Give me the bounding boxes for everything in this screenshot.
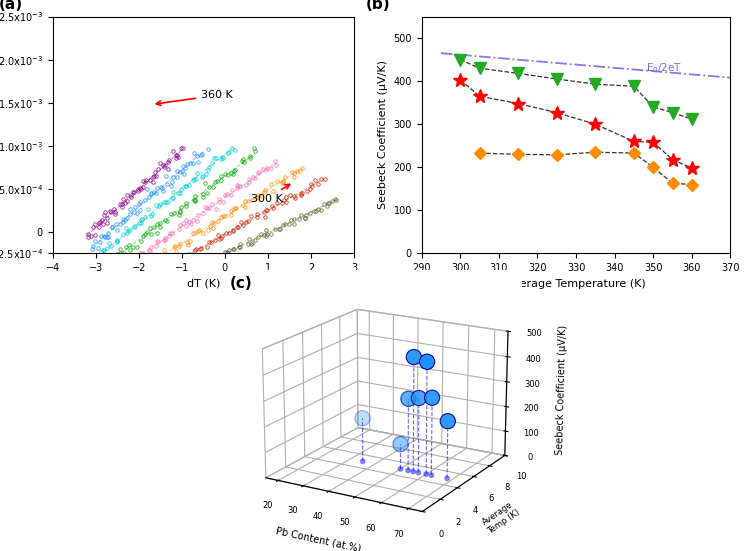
Text: (b): (b) — [366, 0, 391, 12]
Text: (a): (a) — [0, 0, 23, 12]
Text: E$_0$/2eT: E$_0$/2eT — [645, 62, 681, 75]
Text: 360 K: 360 K — [157, 90, 233, 105]
X-axis label: Average Temperature (K): Average Temperature (K) — [506, 279, 646, 289]
Y-axis label: Average
Temp (K): Average Temp (K) — [480, 499, 522, 536]
X-axis label: Pb Content (at.%): Pb Content (at.%) — [275, 526, 362, 551]
Text: (c): (c) — [230, 276, 252, 290]
Text: 300 K: 300 K — [251, 185, 290, 204]
X-axis label: dT (K): dT (K) — [187, 279, 220, 289]
Y-axis label: Seebeck Coefficient (μV/K): Seebeck Coefficient (μV/K) — [378, 61, 388, 209]
